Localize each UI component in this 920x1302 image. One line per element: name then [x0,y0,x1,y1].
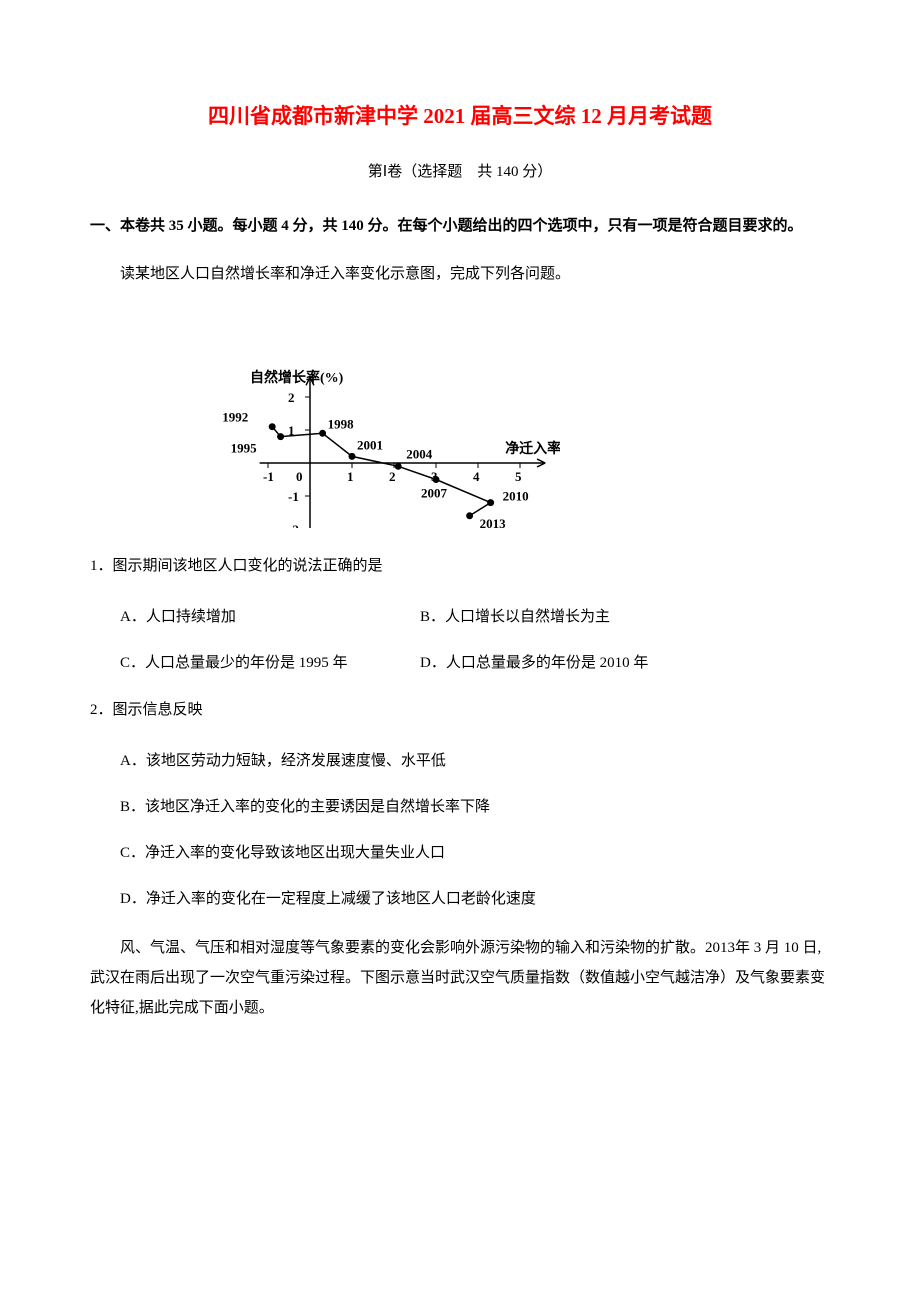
svg-text:-1: -1 [263,469,274,484]
q1-option-a: A．人口持续增加 [120,605,420,626]
q1-option-c: C．人口总量最少的年份是 1995 年 [120,651,420,672]
svg-text:4: 4 [473,469,480,484]
q2-option-b: B．该地区净迁入率的变化的主要诱因是自然增长率下降 [120,795,830,816]
svg-text:2004: 2004 [406,446,433,461]
svg-text:2: 2 [288,390,295,405]
svg-text:自然增长率(%): 自然增长率(%) [250,369,344,386]
population-chart: 自然增长率(%)净迁入率(%)-1123450-2-11219921995199… [190,308,830,533]
exam-subtitle: 第Ⅰ卷（选择题 共 140 分） [90,160,830,181]
svg-text:2010: 2010 [503,489,529,504]
svg-text:2: 2 [389,469,396,484]
svg-text:5: 5 [515,469,522,484]
svg-text:2013: 2013 [480,516,507,528]
svg-text:2001: 2001 [357,437,383,452]
q2-option-c: C．净迁入率的变化导致该地区出现大量失业人口 [120,841,830,862]
svg-text:2007: 2007 [421,486,448,501]
passage-2: 风、气温、气压和相对湿度等气象要素的变化会影响外源污染物的输入和污染物的扩散。2… [90,933,830,1023]
svg-text:1: 1 [347,469,354,484]
question-1-stem: 1．图示期间该地区人口变化的说法正确的是 [90,553,830,580]
q2-option-d: D．净迁入率的变化在一定程度上减缓了该地区人口老龄化速度 [120,887,830,908]
chart-svg: 自然增长率(%)净迁入率(%)-1123450-2-11219921995199… [190,308,560,528]
q2-option-a: A．该地区劳动力短缺，经济发展速度慢、水平低 [120,749,830,770]
svg-text:净迁入率(%): 净迁入率(%) [505,440,560,457]
q1-option-b: B．人口增长以自然增长为主 [420,605,610,626]
section-header: 一、本卷共 35 小题。每小题 4 分，共 140 分。在每个小题给出的四个选项… [90,211,830,241]
svg-text:1992: 1992 [222,410,248,425]
svg-text:-2: -2 [288,522,299,528]
exam-title: 四川省成都市新津中学 2021 届高三文综 12 月月考试题 [90,100,830,130]
q1-option-d: D．人口总量最多的年份是 2010 年 [420,651,648,672]
svg-text:-1: -1 [288,489,299,504]
intro-text-1: 读某地区人口自然增长率和净迁入率变化示意图，完成下列各问题。 [90,261,830,288]
svg-text:1995: 1995 [231,441,258,456]
question-2-stem: 2．图示信息反映 [90,697,830,724]
svg-text:1998: 1998 [328,416,355,431]
svg-text:0: 0 [296,469,303,484]
